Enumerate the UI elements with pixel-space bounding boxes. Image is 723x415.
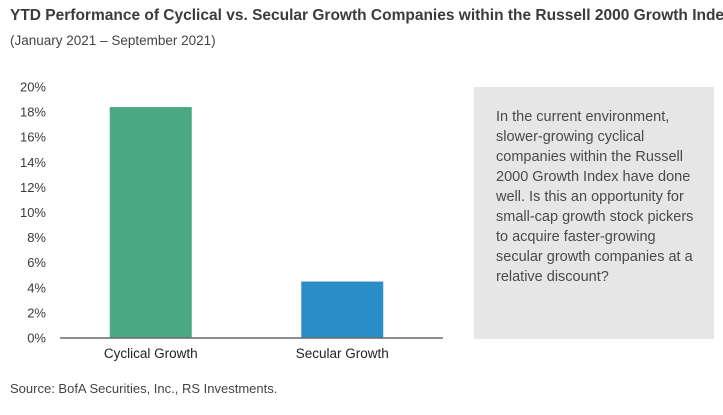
bar-chart: 0% 2% 4% 6% 8% 10% 12% 14% 16% 18% 20% Cyclical Gr… xyxy=(20,80,443,361)
y-tick-label: 2% xyxy=(27,305,46,320)
y-tick-label: 6% xyxy=(27,255,46,270)
source-note: Source: BofA Securities, Inc., RS Invest… xyxy=(10,381,278,396)
y-tick-label: 18% xyxy=(20,105,46,120)
bar-cyclical-growth xyxy=(109,107,192,338)
callout-box: In the current environment, slower-growi… xyxy=(474,87,714,339)
y-tick-label: 14% xyxy=(20,155,46,170)
callout-text: In the current environment, slower-growi… xyxy=(496,109,694,285)
bar-secular-growth xyxy=(301,281,384,338)
y-tick-label: 10% xyxy=(20,205,46,220)
y-tick-label: 20% xyxy=(20,80,46,95)
y-tick-label: 8% xyxy=(27,230,46,245)
x-axis-categories: Cyclical Growth Secular Growth xyxy=(104,346,389,361)
chart-title: YTD Performance of Cyclical vs. Secular … xyxy=(10,7,723,24)
y-axis-ticks: 0% 2% 4% 6% 8% 10% 12% 14% 16% 18% 20% xyxy=(20,80,46,346)
x-category-label: Cyclical Growth xyxy=(104,346,198,361)
y-tick-label: 12% xyxy=(20,180,46,195)
y-tick-label: 0% xyxy=(27,331,46,346)
bars xyxy=(109,107,384,338)
chart-subtitle: (January 2021 – September 2021) xyxy=(10,33,216,48)
y-tick-label: 16% xyxy=(20,130,46,145)
y-tick-label: 4% xyxy=(27,280,46,295)
x-category-label: Secular Growth xyxy=(296,346,389,361)
